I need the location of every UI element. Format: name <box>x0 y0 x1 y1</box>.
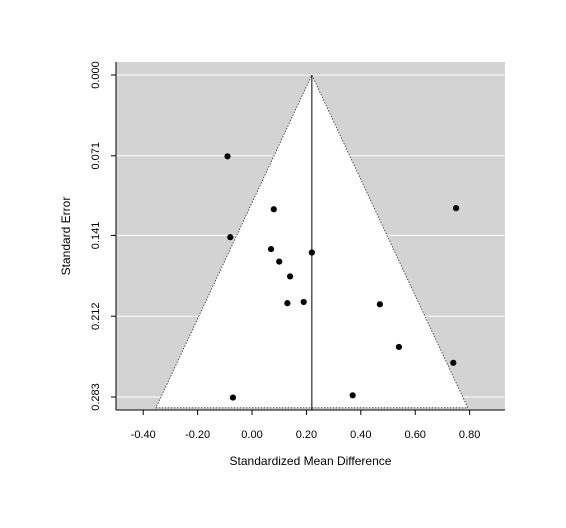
data-point <box>395 343 403 351</box>
data-point <box>286 273 294 280</box>
x-tick-label: 0.00 <box>241 429 262 441</box>
x-tick-label: 0.80 <box>459 429 480 441</box>
data-point <box>300 298 307 306</box>
data-point <box>376 301 383 308</box>
data-point <box>224 153 231 160</box>
data-point <box>308 249 315 256</box>
x-tick-label: 0.20 <box>296 429 317 441</box>
data-point <box>349 392 356 399</box>
data-point <box>229 394 237 401</box>
y-tick-label: 0.071 <box>90 142 102 170</box>
y-tick-label: 0.141 <box>90 222 102 250</box>
y-tick-label: 0.000 <box>90 61 102 89</box>
y-axis-title: Standard Error <box>59 197 73 276</box>
x-axis-title: Standardized Mean Difference <box>230 454 392 468</box>
y-tick-label: 0.283 <box>90 383 102 411</box>
data-point <box>284 300 291 307</box>
data-point <box>276 258 283 265</box>
data-point <box>450 359 457 366</box>
y-axis: 0.000 0.071 0.141 0.212 0.283 <box>90 61 117 411</box>
y-tick-label: 0.212 <box>90 302 102 330</box>
data-point <box>270 206 277 213</box>
x-tick-label: 0.60 <box>405 429 426 441</box>
x-tick-label: -0.20 <box>185 429 210 441</box>
data-point <box>452 205 460 212</box>
x-tick-label: 0.40 <box>350 429 371 441</box>
x-tick-label: -0.40 <box>131 429 156 441</box>
data-point <box>267 245 275 253</box>
data-points <box>224 153 460 401</box>
x-axis: -0.40 -0.20 0.00 0.20 0.40 0.60 0.80 <box>116 409 505 441</box>
data-point <box>227 234 234 241</box>
